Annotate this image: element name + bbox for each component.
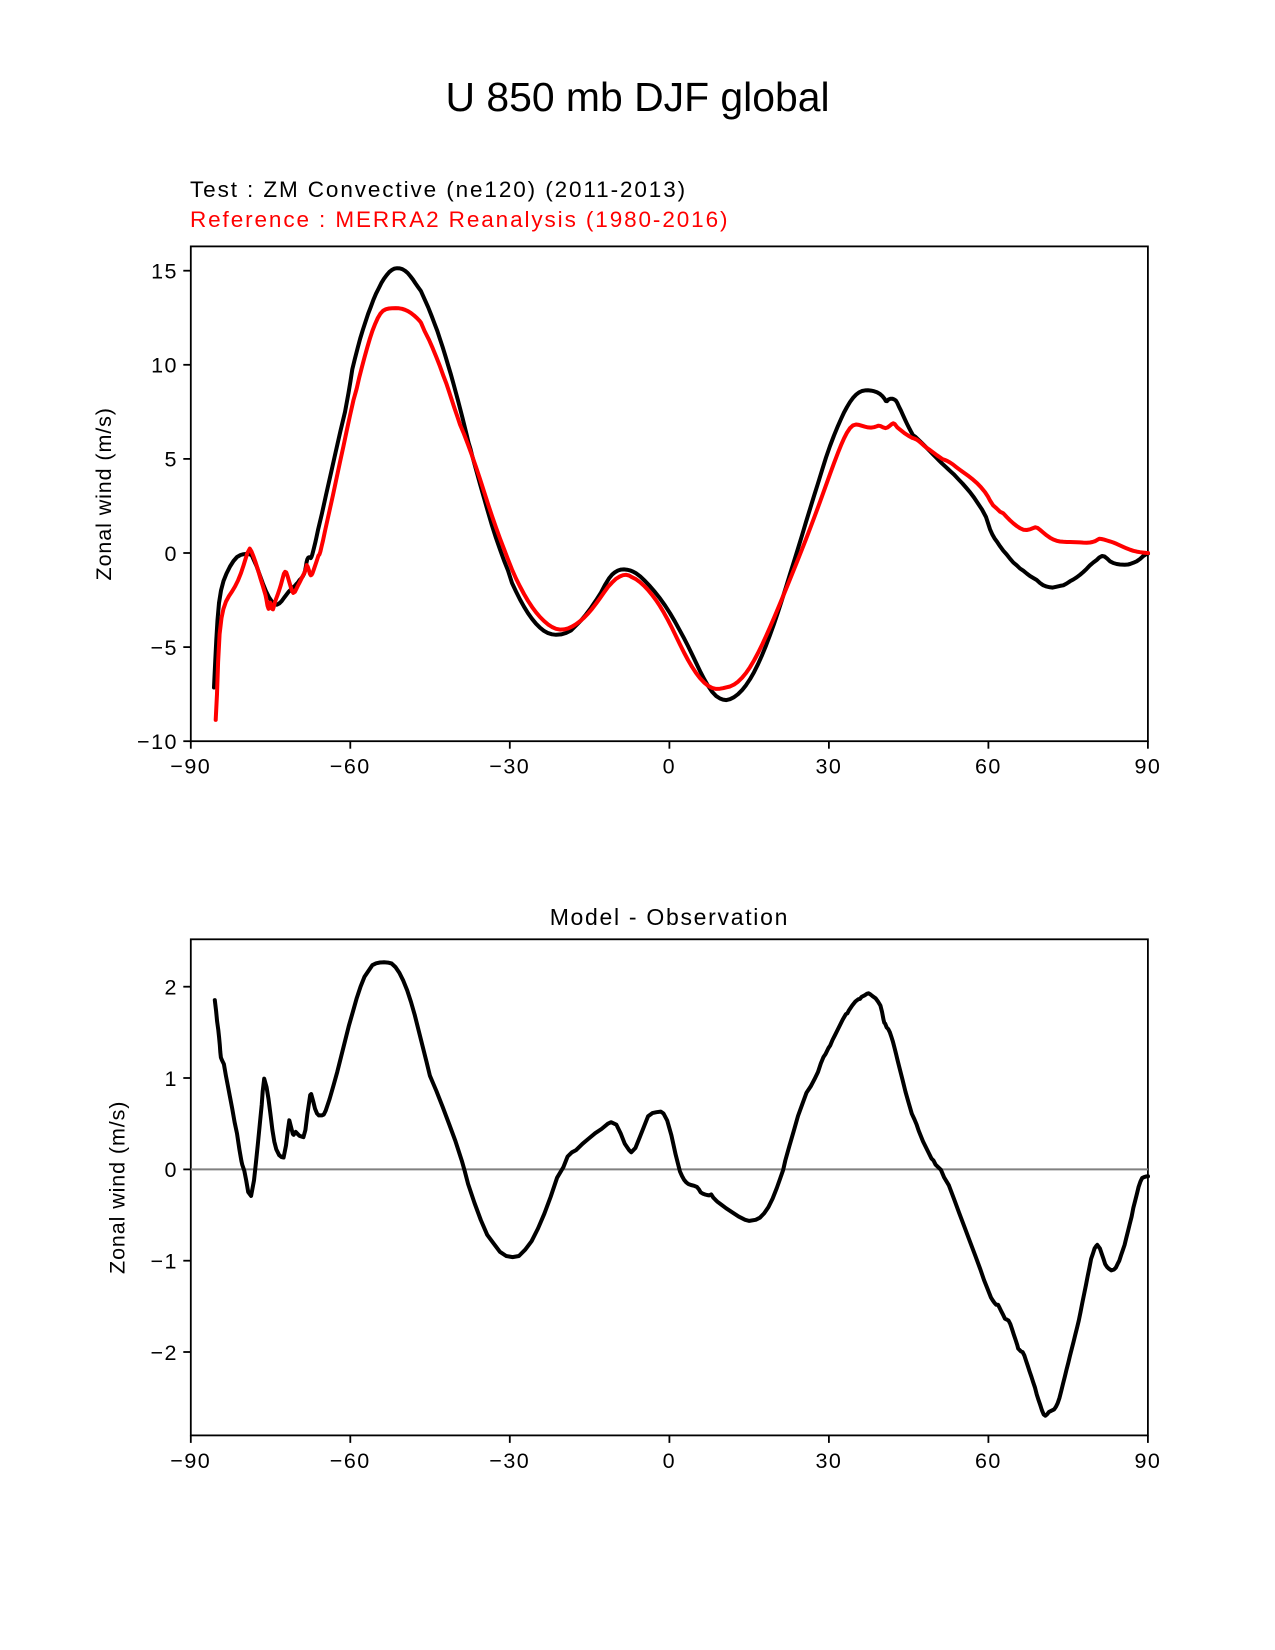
svg-text:Zonal wind (m/s): Zonal wind (m/s) [106, 1101, 130, 1274]
svg-text:0: 0 [663, 1449, 676, 1473]
svg-text:Model - Observation: Model - Observation [550, 904, 789, 930]
svg-text:−30: −30 [489, 1449, 530, 1473]
svg-text:Zonal wind (m/s): Zonal wind (m/s) [92, 407, 116, 580]
svg-text:2: 2 [165, 976, 178, 1000]
svg-text:30: 30 [815, 1449, 842, 1473]
svg-text:0: 0 [165, 542, 178, 566]
svg-text:−5: −5 [150, 636, 178, 660]
svg-text:−90: −90 [170, 755, 211, 779]
svg-text:−60: −60 [330, 755, 371, 779]
svg-text:Test : ZM Convective (ne120) (: Test : ZM Convective (ne120) (2011-2013) [190, 177, 687, 202]
svg-text:30: 30 [815, 755, 842, 779]
svg-text:90: 90 [1134, 755, 1161, 779]
svg-text:−30: −30 [489, 755, 530, 779]
svg-text:−2: −2 [150, 1341, 178, 1365]
svg-text:0: 0 [663, 755, 676, 779]
svg-text:−1: −1 [150, 1250, 178, 1274]
svg-text:U 850 mb DJF global: U 850 mb DJF global [445, 74, 829, 120]
svg-text:1: 1 [165, 1067, 178, 1091]
svg-text:−60: −60 [330, 1449, 371, 1473]
svg-text:0: 0 [165, 1158, 178, 1182]
svg-text:15: 15 [151, 260, 178, 284]
svg-text:5: 5 [165, 448, 178, 472]
svg-text:−90: −90 [170, 1449, 211, 1473]
svg-text:−10: −10 [137, 730, 178, 754]
svg-text:90: 90 [1134, 1449, 1161, 1473]
svg-text:60: 60 [975, 755, 1002, 779]
svg-text:60: 60 [975, 1449, 1002, 1473]
svg-text:10: 10 [151, 354, 178, 378]
svg-text:Reference : MERRA2 Reanalysis: Reference : MERRA2 Reanalysis (1980-2016… [190, 207, 729, 232]
